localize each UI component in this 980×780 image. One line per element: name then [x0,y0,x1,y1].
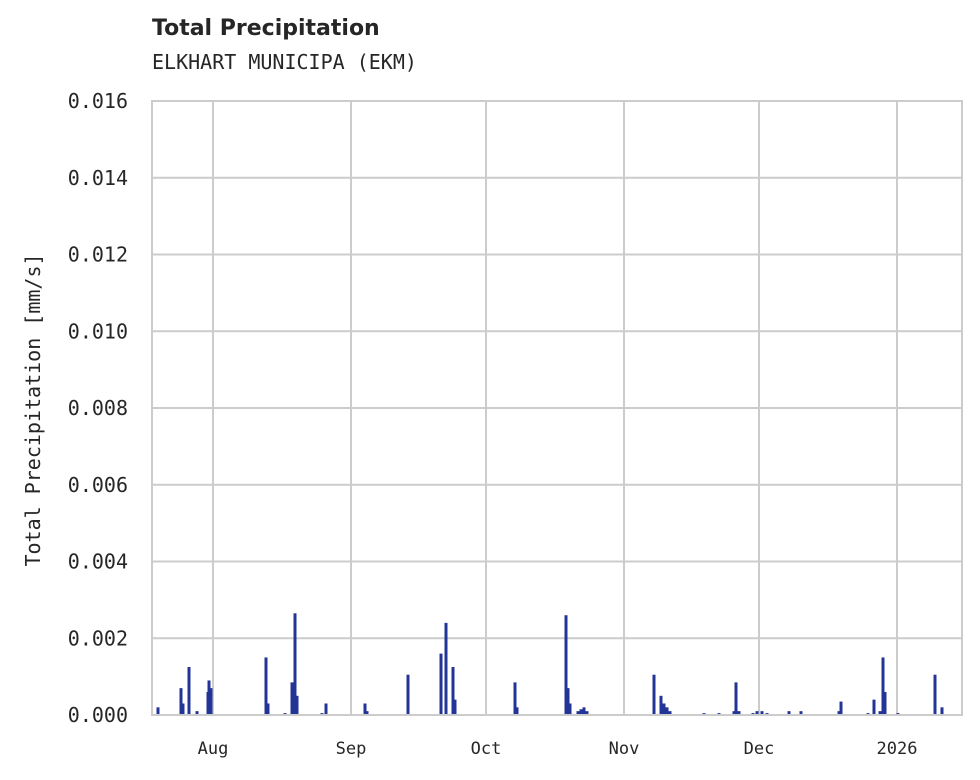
y-tick-label: 0.008 [68,396,128,420]
x-axis-ticks: Aug Sep Oct Nov Dec 2026 [198,739,918,759]
precipitation-bar [439,653,443,715]
y-axis-ticks: 0.000 0.002 0.004 0.006 0.008 0.010 0.012 0.014… [68,89,128,727]
precipitation-bar [453,699,457,715]
x-tick-label: Oct [471,739,502,759]
x-tick-label: Sep [336,739,367,759]
chart-subtitle: ELKHART MUNICIPA (EKM) [152,50,417,74]
precipitation-bar [732,711,736,715]
precipitation-bar [156,707,160,715]
chart-title: Total Precipitation [152,16,380,41]
y-tick-label: 0.010 [68,319,128,343]
y-tick-label: 0.004 [68,550,128,574]
precipitation-bar [662,703,666,715]
precipitation-bar [363,703,367,715]
precipitation-bar [652,674,656,715]
precipitation-bar [668,711,672,715]
precipitation-bar [513,682,517,715]
precipitation-bar [444,622,448,715]
y-tick-label: 0.000 [68,703,128,727]
precipitation-bar [576,711,580,715]
precipitation-bar [579,709,583,715]
precipitation-bar [179,688,183,715]
x-tick-label: Aug [198,739,229,759]
y-tick-label: 0.012 [68,243,128,267]
x-tick-label: Dec [744,739,775,759]
precipitation-bar [755,711,759,715]
x-tick-label: Nov [609,739,640,759]
precipitation-bar [940,707,944,715]
precipitation-bar [515,707,519,715]
precipitation-bar [181,703,185,715]
precipitation-bar [187,667,191,715]
plot-frame [151,100,963,716]
precipitation-bar [799,711,803,715]
precipitation-bar [209,688,213,715]
precipitation-bar [659,695,663,715]
bar-series [156,613,944,715]
precipitation-bar [568,703,572,715]
precipitation-bar [933,674,937,715]
precipitation-bar [293,613,297,715]
precipitation-bar [881,657,885,715]
precipitation-bar [872,699,876,715]
y-axis-label: Total Precipitation [mm/s] [21,253,45,566]
precipitation-bar [564,615,568,715]
precipitation-bar [737,711,741,715]
y-tick-label: 0.016 [68,89,128,113]
precipitation-bar [195,711,199,715]
precipitation-bar [582,707,586,715]
precipitation-bar [290,682,294,715]
precipitation-bar [324,703,328,715]
precipitation-bar [839,701,843,715]
grid-lines [152,100,962,716]
precipitation-bar [585,711,589,715]
precipitation-bar [451,667,455,715]
precipitation-bar [264,657,268,715]
precipitation-bar [883,691,887,715]
precipitation-bar [406,674,410,715]
precipitation-bar [207,680,211,715]
precipitation-bar [295,695,299,715]
precipitation-bar [878,711,882,715]
x-tick-label: 2026 [877,739,918,759]
precipitation-bar [760,711,764,715]
precipitation-bar [734,682,738,715]
y-tick-label: 0.002 [68,626,128,650]
precipitation-bar [787,711,791,715]
precipitation-bar [566,688,570,715]
precipitation-bar [665,707,669,715]
y-tick-label: 0.006 [68,473,128,497]
precipitation-bar [365,711,369,715]
y-tick-label: 0.014 [68,166,128,190]
precipitation-bar [837,711,841,715]
precipitation-bar [266,703,270,715]
